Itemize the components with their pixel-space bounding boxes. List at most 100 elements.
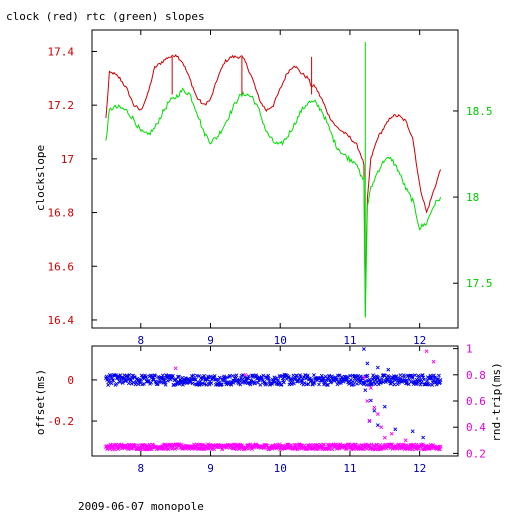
point-offset [347,382,352,386]
x-tick-label: 9 [207,462,214,475]
point-rnd_trip [141,443,146,448]
point-offset [170,373,175,378]
point-offset [181,380,186,385]
point-offset [434,382,439,387]
point-offset [398,373,403,378]
point-offset [311,380,316,385]
point-offset [118,373,123,378]
point-offset [304,376,309,381]
point-offset [149,380,154,385]
bottom-plot-frame [91,345,459,457]
point-offset [356,373,360,378]
point-offset [345,375,350,380]
point-offset [425,378,430,383]
point-offset [380,376,384,381]
outlier-rnd_trip [365,399,370,403]
outlier-rnd_trip [382,435,387,440]
outlier-rnd_trip [379,425,384,430]
y-tick-label: 17.4 [48,45,75,58]
outlier-offset [375,365,380,370]
y2-tick-label: 0.8 [466,369,486,382]
bottom-y-axis-label: offset(ms) [34,369,47,435]
point-offset [202,373,207,378]
point-offset [153,374,157,378]
point-offset [372,380,377,385]
point-offset [358,381,363,386]
point-offset [144,375,149,379]
y2-tick-label: 18 [466,191,479,204]
point-offset [109,381,114,386]
point-offset [217,375,222,380]
point-offset [351,382,356,387]
point-rnd_trip [248,442,253,447]
y2-tick-label: 17.5 [466,277,493,290]
y2-tick-label: 0.4 [466,421,486,434]
point-offset [190,381,195,386]
point-offset [403,378,408,383]
outlier-rnd_trip [361,375,366,380]
point-offset [412,373,417,378]
point-offset [198,379,203,384]
top-y-axis-label: clockslope [34,145,47,211]
point-offset [370,381,374,386]
top-axes: 8 9 10 11 12 16.4 16.6 16.8 17 17.2 17.4 17.5 18 18.5 [48,30,493,347]
series-line-rtc [105,87,442,317]
point-offset [264,381,269,386]
outlier-rnd_trip [367,418,372,423]
point-offset [222,374,227,379]
point-offset [205,377,210,382]
point-rnd_trip [126,447,131,452]
point-offset [261,373,266,378]
y-tick-label: 16.4 [48,314,75,327]
point-rnd_trip [438,444,443,449]
point-offset [402,374,407,379]
point-rnd_trip [322,442,326,447]
point-offset [392,382,397,387]
point-offset [248,382,253,387]
point-offset [312,373,316,377]
point-offset [129,381,134,386]
outlier-rnd_trip [372,405,377,410]
outlier-rnd_trip [368,385,373,390]
y-tick-label: 16.6 [48,260,75,273]
outlier-rnd_trip [375,412,380,417]
point-offset [419,380,424,385]
point-offset [234,373,239,378]
point-offset [317,382,321,387]
point-rnd_trip [206,446,211,451]
point-offset [417,374,422,379]
y2-tick-label: 1 [466,343,473,356]
x-tick-label: 8 [137,462,144,475]
point-offset [302,380,307,385]
bottom-y2-axis-label: rnd-trip(ms) [490,362,503,441]
point-offset [418,382,423,387]
point-rnd_trip [438,447,442,452]
point-rnd_trip [302,443,307,448]
point-offset [435,376,440,381]
point-offset [266,373,271,378]
y2-tick-label: 0.2 [466,447,486,460]
point-offset [252,381,257,386]
y-tick-label: 0 [67,374,74,387]
point-offset [373,377,378,382]
point-offset [431,378,436,383]
point-rnd_trip [327,446,332,451]
point-rnd_trip [285,442,290,447]
point-offset [351,379,355,384]
outlier-offset [393,427,398,432]
point-offset [309,377,314,382]
point-rnd_trip [344,446,349,451]
point-rnd_trip [410,447,415,452]
point-offset [274,377,278,381]
point-offset [376,376,381,380]
point-offset [258,382,263,387]
point-offset [407,377,412,382]
outlier-offset [372,408,377,413]
point-offset [206,375,211,380]
point-offset [244,379,249,384]
outlier-offset [375,423,380,428]
point-offset [390,380,395,384]
x-tick-label: 9 [207,334,214,347]
point-offset [256,378,261,383]
